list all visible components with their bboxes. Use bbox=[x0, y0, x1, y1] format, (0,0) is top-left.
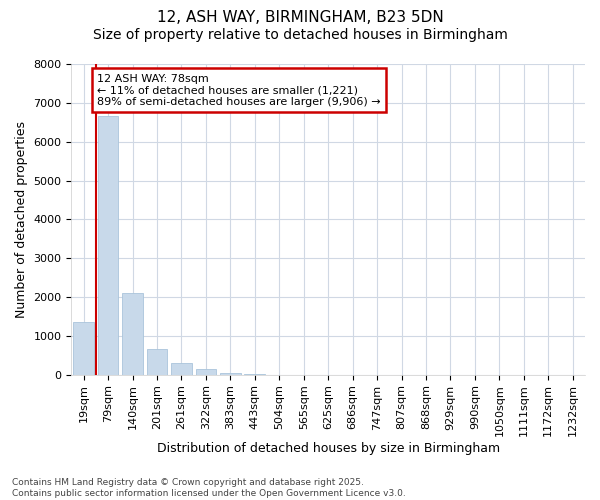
Bar bbox=[98, 116, 118, 374]
Bar bbox=[122, 293, 143, 374]
Bar bbox=[146, 350, 167, 374]
Text: 12, ASH WAY, BIRMINGHAM, B23 5DN: 12, ASH WAY, BIRMINGHAM, B23 5DN bbox=[157, 10, 443, 25]
Text: 12 ASH WAY: 78sqm
← 11% of detached houses are smaller (1,221)
89% of semi-detac: 12 ASH WAY: 78sqm ← 11% of detached hous… bbox=[97, 74, 381, 107]
Bar bbox=[171, 362, 192, 374]
X-axis label: Distribution of detached houses by size in Birmingham: Distribution of detached houses by size … bbox=[157, 442, 500, 455]
Y-axis label: Number of detached properties: Number of detached properties bbox=[15, 121, 28, 318]
Text: Size of property relative to detached houses in Birmingham: Size of property relative to detached ho… bbox=[92, 28, 508, 42]
Bar bbox=[196, 369, 217, 374]
Text: Contains HM Land Registry data © Crown copyright and database right 2025.
Contai: Contains HM Land Registry data © Crown c… bbox=[12, 478, 406, 498]
Bar bbox=[73, 322, 94, 374]
Bar bbox=[220, 373, 241, 374]
